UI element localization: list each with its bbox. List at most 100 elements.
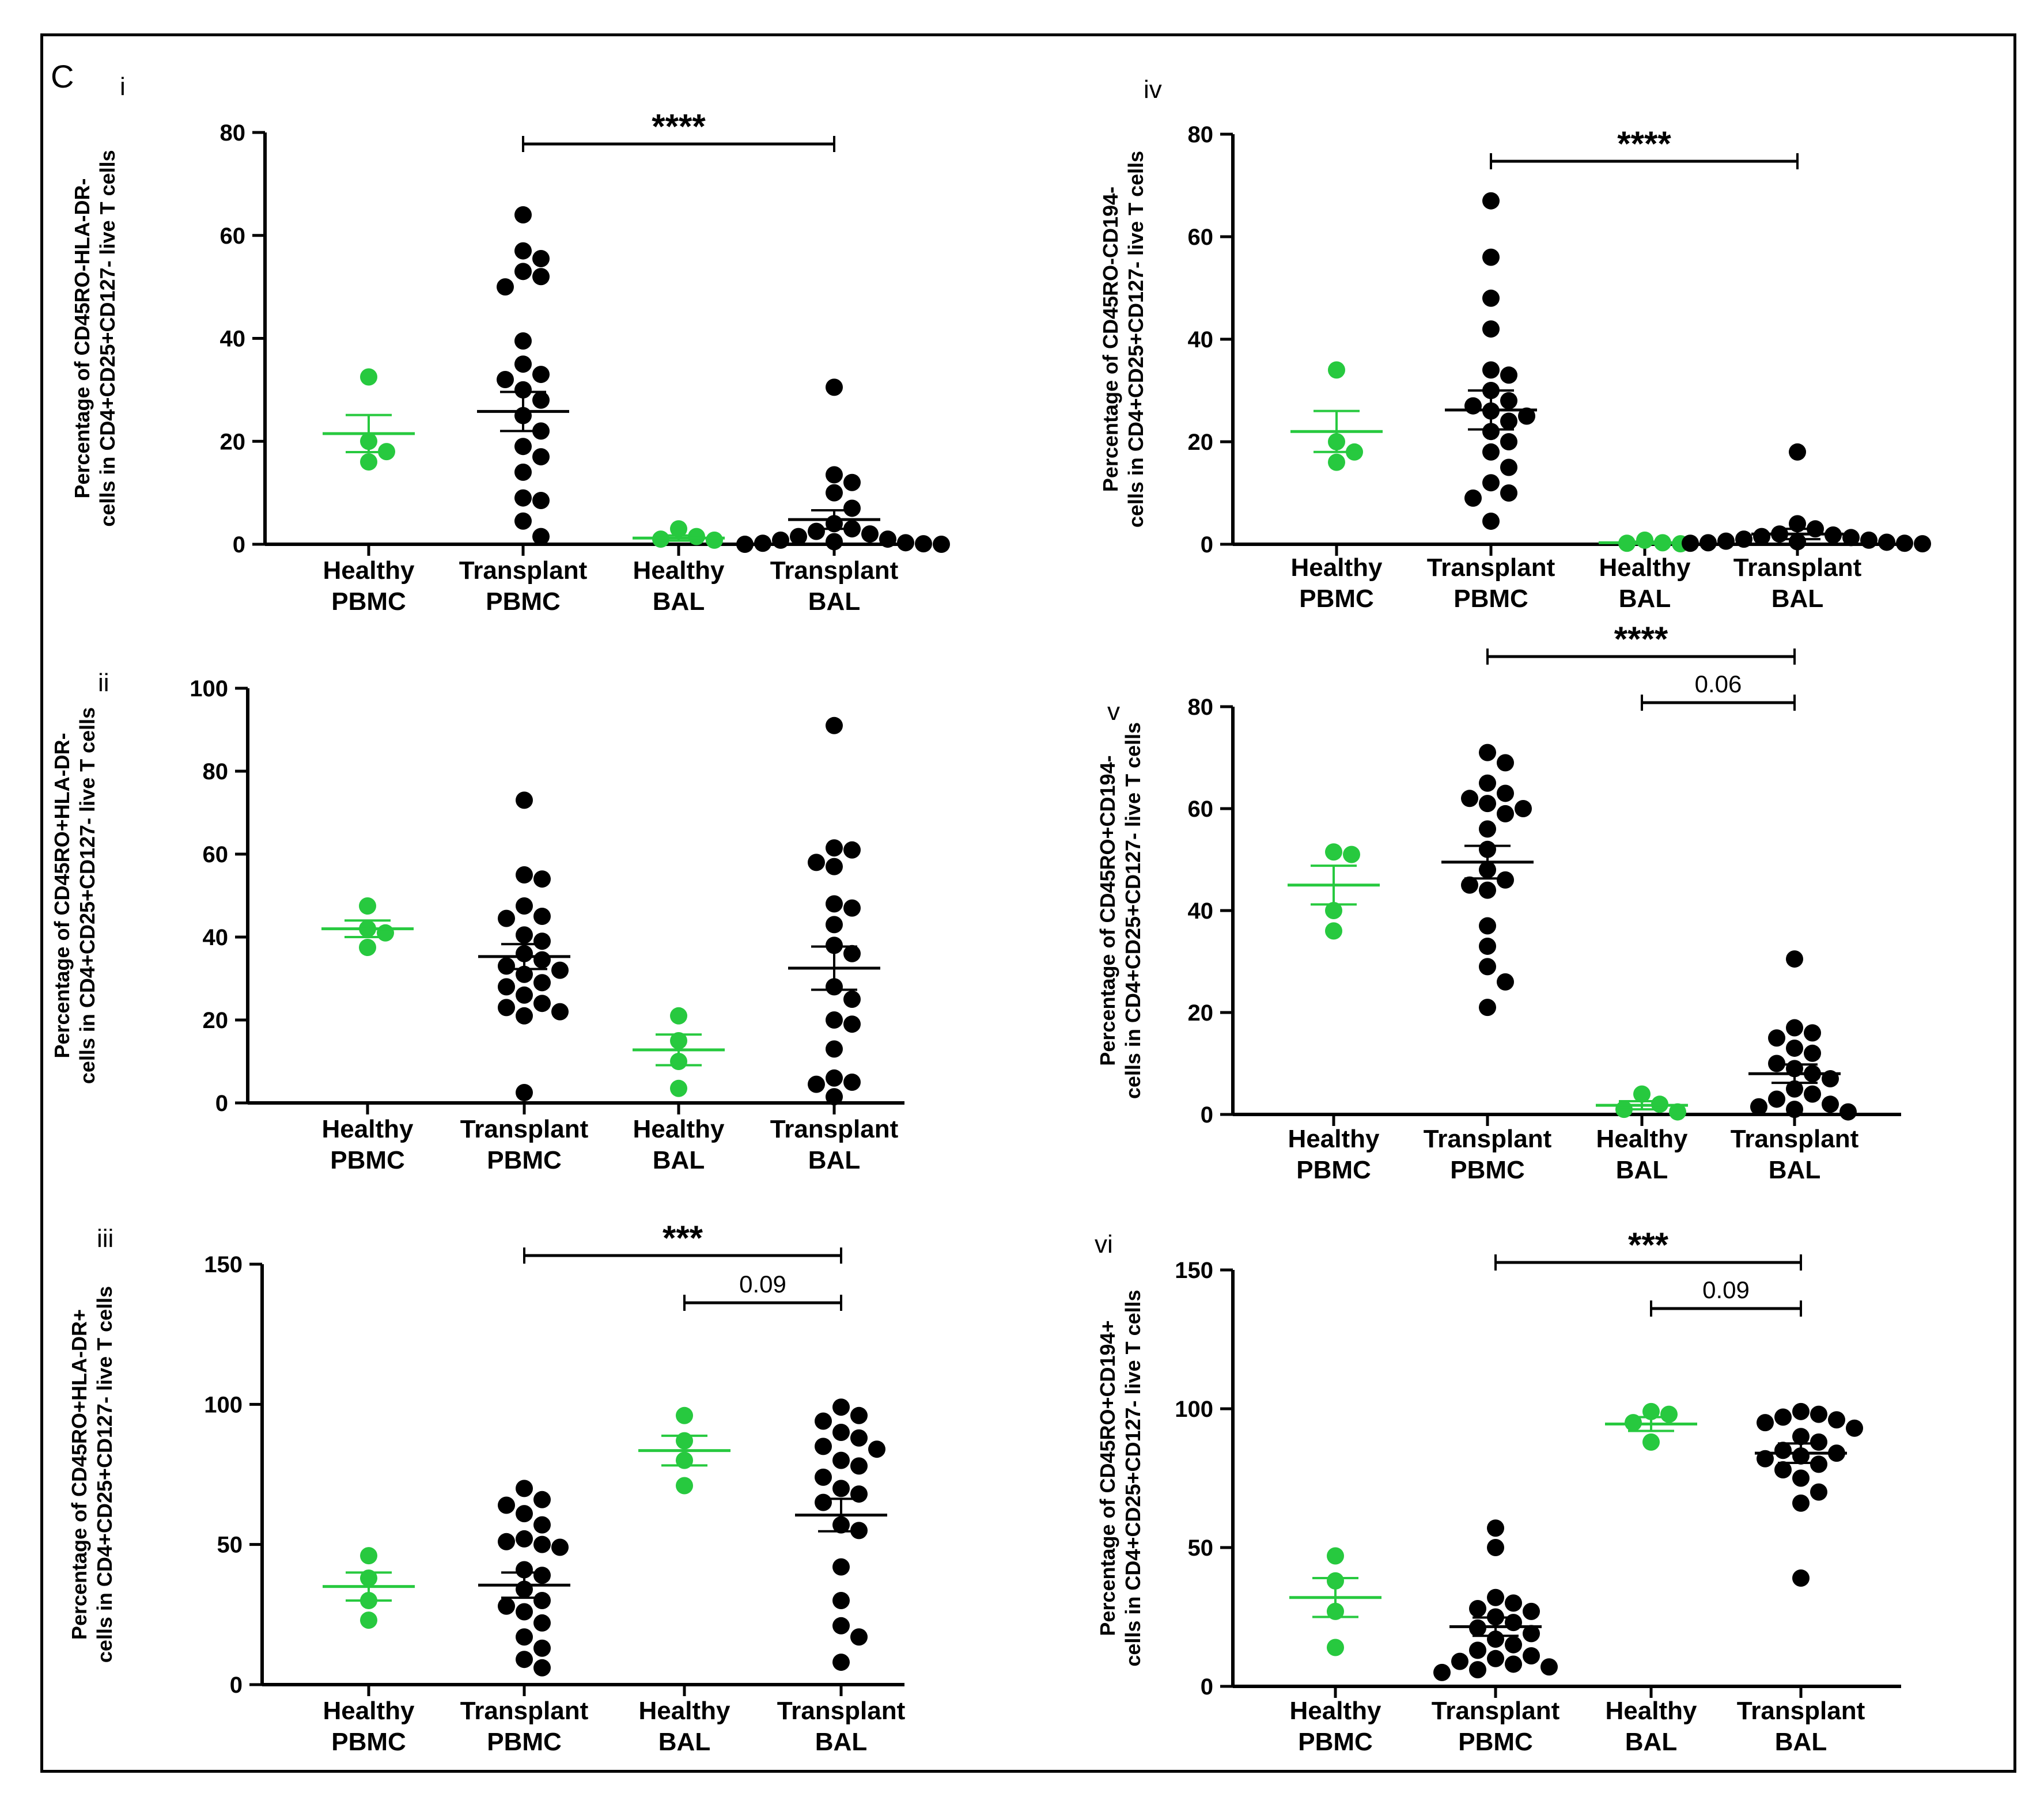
data-point (1497, 973, 1514, 991)
data-point (832, 1480, 850, 1497)
data-point (754, 534, 771, 552)
y-tick-label: 20 (203, 1008, 229, 1033)
data-point (1479, 881, 1496, 899)
data-point (533, 908, 551, 925)
data-point (533, 1491, 551, 1508)
data-point (1461, 876, 1478, 894)
data-point (533, 995, 551, 1013)
data-point (1469, 1641, 1486, 1659)
data-point (1469, 1600, 1486, 1618)
x-tick-label: PBMC (1458, 1728, 1533, 1756)
y-tick-label: 0 (1201, 1102, 1213, 1128)
data-point (1786, 1019, 1803, 1037)
data-point (1842, 529, 1860, 547)
data-point (1860, 531, 1878, 549)
x-tick-label: Transplant (770, 556, 899, 585)
data-point (516, 926, 533, 944)
x-tick-label: PBMC (1453, 585, 1528, 613)
x-tick-label: PBMC (1450, 1156, 1525, 1184)
data-point (832, 1654, 850, 1671)
y-tick-label: 20 (220, 429, 246, 454)
panel-label: ii (98, 669, 109, 697)
data-point (826, 1069, 843, 1087)
data-point (670, 1007, 687, 1025)
data-point (1464, 489, 1482, 507)
data-point (1343, 845, 1360, 863)
data-point (850, 1406, 868, 1424)
figure-frame (40, 33, 2016, 1773)
data-point (1500, 412, 1517, 430)
data-point (514, 355, 532, 373)
y-tick-label: 80 (203, 759, 229, 784)
data-point (1327, 1547, 1344, 1565)
x-tick-label: Healthy (1288, 1125, 1380, 1153)
x-tick-label: Healthy (1290, 1697, 1381, 1725)
y-tick-label: 0 (1201, 532, 1213, 558)
data-point (1642, 1402, 1660, 1420)
y-axis-label: cells in CD4+CD25+CD127- live T cells (75, 707, 99, 1084)
chart-panel-i: i 0 20 40 60 80 Percentage of CD45RO-HLA-DR-ce… (70, 73, 950, 616)
data-point (1804, 1024, 1821, 1042)
x-tick-label: Healthy (322, 1115, 414, 1143)
x-tick-label: BAL (653, 587, 705, 616)
data-point (1789, 533, 1806, 551)
data-point (1482, 192, 1500, 210)
data-point (498, 999, 515, 1017)
significance-stars: **** (1614, 620, 1668, 658)
data-point (826, 916, 843, 934)
data-point (1482, 474, 1500, 492)
panel-label: iv (1144, 75, 1162, 104)
y-tick-label: 150 (204, 1252, 243, 1277)
y-tick-label: 150 (1175, 1258, 1213, 1283)
data-point (1500, 484, 1517, 502)
data-point (1839, 1103, 1857, 1121)
data-point (1482, 289, 1500, 307)
data-point (1523, 1647, 1540, 1664)
data-point (498, 1496, 515, 1514)
data-point (1804, 1085, 1821, 1103)
x-tick-label: Healthy (633, 556, 725, 585)
data-point (826, 839, 843, 857)
data-point (850, 1457, 868, 1475)
data-point (516, 1530, 533, 1548)
x-tick-label: PBMC (330, 1146, 405, 1174)
data-point (1479, 744, 1496, 761)
data-point (808, 1075, 825, 1093)
chart-panel-v: v 0 20 40 60 80 Percentage of CD45RO+CD194- cel… (1096, 620, 1901, 1184)
data-point (670, 520, 687, 538)
data-point (676, 1477, 693, 1495)
data-point (1518, 407, 1535, 425)
data-point (1914, 535, 1931, 553)
data-point (915, 535, 932, 553)
data-point (815, 1468, 832, 1486)
data-point (1500, 458, 1517, 476)
data-point (516, 866, 533, 883)
data-point (826, 533, 843, 551)
data-point (1327, 1639, 1344, 1656)
data-point (897, 534, 914, 552)
data-point (1768, 1090, 1785, 1108)
data-point (1325, 902, 1342, 919)
data-point (1497, 805, 1514, 822)
x-tick-label: PBMC (1299, 585, 1374, 613)
data-point (532, 492, 550, 510)
data-point (551, 1003, 569, 1021)
data-point (1487, 1649, 1504, 1667)
chart-panel-ii: ii 0 20 40 60 80 100 Percentage of CD45RO+HLA-D… (50, 669, 904, 1174)
data-point (516, 1084, 533, 1101)
data-point (1500, 366, 1517, 384)
data-point (1682, 534, 1699, 552)
x-tick-label: PBMC (487, 1146, 562, 1174)
y-axis-label: cells in CD4+CD25+CD127- live T cells (1121, 1290, 1145, 1666)
data-point (1464, 397, 1482, 415)
y-tick-label: 100 (1175, 1397, 1213, 1422)
data-point (1633, 1085, 1651, 1103)
data-point (843, 1015, 861, 1033)
y-tick-label: 40 (203, 925, 229, 950)
x-tick-label: BAL (658, 1728, 710, 1756)
data-point (1500, 433, 1517, 450)
x-tick-label: BAL (1619, 585, 1671, 613)
x-tick-label: BAL (1769, 1156, 1820, 1184)
y-tick-label: 80 (220, 120, 246, 146)
data-point (498, 1533, 515, 1550)
